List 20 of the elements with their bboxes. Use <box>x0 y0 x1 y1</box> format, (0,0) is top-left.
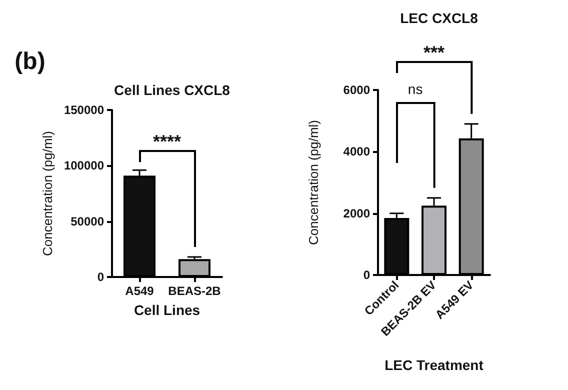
chart-title: LEC CXCL8 <box>400 10 478 26</box>
annotation: **** <box>152 132 182 152</box>
y-tick-label: 0 <box>97 270 104 284</box>
y-tick-label: 150000 <box>64 103 104 117</box>
y-tick-label: 6000 <box>343 83 370 97</box>
text: (b) <box>14 48 46 76</box>
text: *** <box>423 42 445 64</box>
y-axis-title: Concentration (pg/ml) <box>40 131 55 256</box>
chart-title: Cell Lines CXCL8 <box>114 82 230 98</box>
x-tick-label: A549 <box>125 284 154 298</box>
y-tick-label: 4000 <box>343 144 370 159</box>
y-tick-label: 50000 <box>70 214 104 228</box>
y-tick-label: 100000 <box>64 158 104 173</box>
x-axis-title: Cell Lines <box>134 302 200 318</box>
annotation: ns <box>408 81 423 97</box>
y-axis-title: Concentration (pg/ml) <box>306 120 321 245</box>
y-tick-label: 0 <box>363 268 370 282</box>
x-tick-label: BEAS-2B <box>168 284 222 298</box>
x-axis-title: LEC Treatment <box>384 357 484 373</box>
y-tick-label: 2000 <box>343 206 370 220</box>
